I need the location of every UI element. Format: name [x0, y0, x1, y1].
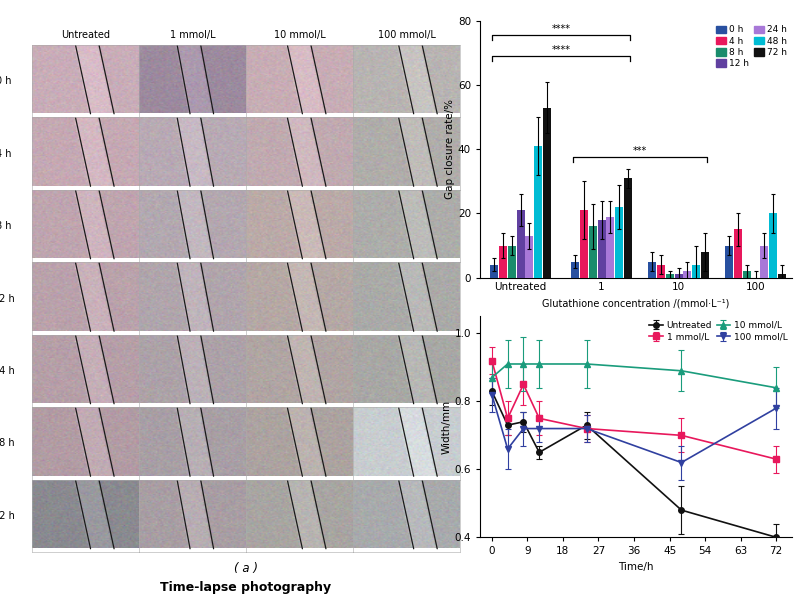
- Bar: [770, 213, 778, 278]
- Bar: [702, 252, 710, 278]
- Bar: [666, 275, 674, 278]
- Y-axis label: Gap closure rate/%: Gap closure rate/%: [445, 99, 455, 199]
- Text: 1 mmol/L: 1 mmol/L: [170, 30, 215, 40]
- Y-axis label: Width/mm: Width/mm: [442, 400, 452, 454]
- Y-axis label: 72 h: 72 h: [0, 511, 15, 521]
- Text: ( b ) Clearance closure: ( b ) Clearance closure: [556, 349, 716, 362]
- Bar: [526, 236, 534, 278]
- Bar: [778, 275, 786, 278]
- Bar: [734, 229, 742, 278]
- X-axis label: Time/h: Time/h: [618, 562, 654, 572]
- Bar: [543, 107, 551, 278]
- Text: ****: ****: [551, 24, 570, 35]
- Bar: [490, 264, 498, 278]
- Bar: [725, 245, 733, 278]
- Bar: [674, 275, 682, 278]
- Bar: [517, 210, 525, 278]
- X-axis label: Glutathione concentration /(mmol·L⁻¹): Glutathione concentration /(mmol·L⁻¹): [542, 298, 730, 308]
- Bar: [534, 146, 542, 278]
- Text: 10 mmol/L: 10 mmol/L: [274, 30, 326, 40]
- Bar: [507, 245, 516, 278]
- Bar: [615, 207, 623, 278]
- Bar: [761, 245, 769, 278]
- Y-axis label: 24 h: 24 h: [0, 366, 15, 376]
- Text: ****: ****: [551, 45, 570, 56]
- Bar: [498, 245, 506, 278]
- Text: Time-lapse photography: Time-lapse photography: [161, 581, 331, 594]
- Y-axis label: 48 h: 48 h: [0, 438, 15, 448]
- Bar: [648, 261, 656, 278]
- Bar: [606, 217, 614, 278]
- Legend: Untreated, 1 mmol/L, 10 mmol/L, 100 mmol/L: Untreated, 1 mmol/L, 10 mmol/L, 100 mmol…: [650, 321, 787, 341]
- Y-axis label: 0 h: 0 h: [0, 76, 12, 86]
- Bar: [624, 178, 632, 278]
- Bar: [742, 271, 750, 278]
- Bar: [589, 226, 597, 278]
- Y-axis label: 4 h: 4 h: [0, 149, 12, 159]
- Text: 100 mmol/L: 100 mmol/L: [378, 30, 435, 40]
- Bar: [692, 264, 700, 278]
- Bar: [657, 264, 665, 278]
- Text: ( a ): ( a ): [234, 562, 258, 574]
- Y-axis label: 8 h: 8 h: [0, 221, 12, 231]
- Bar: [580, 210, 588, 278]
- Text: Untreated: Untreated: [61, 30, 110, 40]
- Legend: 0 h, 4 h, 8 h, 12 h, 24 h, 48 h, 72 h: 0 h, 4 h, 8 h, 12 h, 24 h, 48 h, 72 h: [716, 26, 787, 68]
- Bar: [598, 220, 606, 278]
- Bar: [683, 271, 691, 278]
- Y-axis label: 12 h: 12 h: [0, 294, 15, 303]
- Bar: [571, 261, 579, 278]
- Text: ***: ***: [633, 146, 647, 156]
